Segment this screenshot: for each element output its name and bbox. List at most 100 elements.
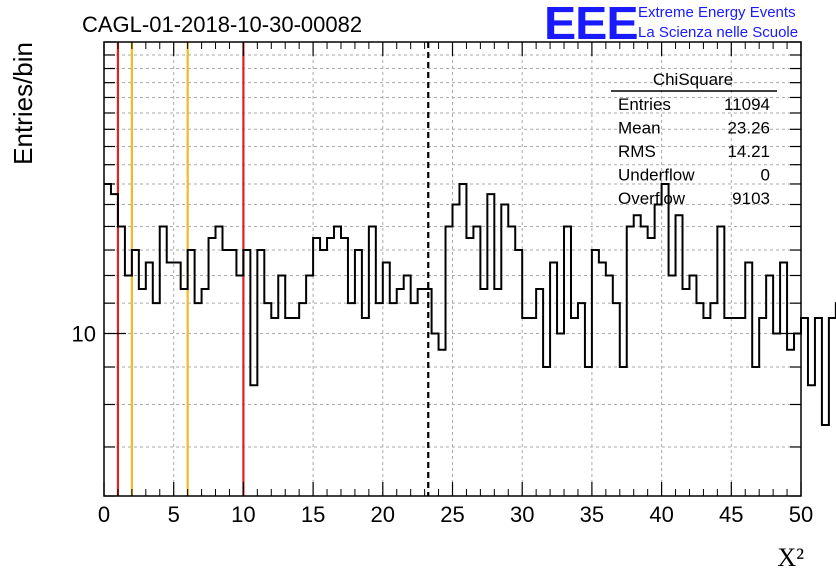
eee-logo-line1: Extreme Energy Events xyxy=(638,4,796,21)
histogram-bin xyxy=(696,303,703,496)
histogram-bin xyxy=(780,263,787,496)
stats-label: Overflow xyxy=(618,189,686,208)
histogram-bin xyxy=(557,333,564,496)
x-tick-label: 30 xyxy=(510,502,534,527)
x-tick-label: 45 xyxy=(719,502,743,527)
stats-label: Entries xyxy=(618,95,671,114)
x-tick-label: 20 xyxy=(371,502,395,527)
histogram-bin xyxy=(167,263,174,496)
histogram-bin xyxy=(278,275,285,496)
histogram-bin xyxy=(724,318,731,496)
x-tick-label: 50 xyxy=(789,502,813,527)
histogram-bin xyxy=(620,367,627,496)
histogram-bin xyxy=(418,289,425,496)
stats-box: ChiSquare Entries 11094 Mean 23.26 RMS 14.21 U… xyxy=(611,70,777,208)
histogram-bin xyxy=(376,303,383,496)
histogram-bin xyxy=(397,289,404,496)
histogram-bin xyxy=(794,333,801,496)
histogram-bin xyxy=(466,238,473,496)
histogram-bin xyxy=(815,318,822,496)
histogram-bin xyxy=(543,367,550,496)
histogram-bin xyxy=(703,318,710,496)
histogram-series xyxy=(104,182,836,496)
histogram-bin xyxy=(689,275,696,496)
histogram-bin xyxy=(710,303,717,496)
y-axis-label: Entries/bin xyxy=(8,42,38,165)
histogram-outline xyxy=(104,182,836,427)
stats-value: 23.26 xyxy=(727,119,770,138)
histogram-bin xyxy=(236,275,243,496)
histogram-bin xyxy=(822,425,829,496)
stats-label: RMS xyxy=(618,142,656,161)
histogram-bin xyxy=(522,318,529,496)
histogram-bin xyxy=(473,226,480,496)
histogram-bin xyxy=(487,194,494,496)
histogram-bin xyxy=(362,318,369,496)
histogram-bin xyxy=(766,275,773,496)
histogram-bin xyxy=(264,303,271,496)
histogram-bin xyxy=(271,318,278,496)
histogram-bin xyxy=(717,226,724,496)
histogram-bin xyxy=(257,250,264,496)
histogram-bin xyxy=(550,263,557,496)
histogram-bin xyxy=(634,215,641,496)
histogram-bin xyxy=(327,238,334,496)
histogram-bin xyxy=(369,226,376,496)
histogram-bin xyxy=(222,250,229,496)
eee-logo-line2: La Scienza nelle Scuole xyxy=(638,24,799,41)
histogram-bin xyxy=(459,184,466,496)
histogram-bin xyxy=(390,303,397,496)
histogram-bin xyxy=(745,263,752,496)
histogram-bin xyxy=(432,333,439,496)
histogram-bin xyxy=(585,367,592,496)
histogram-bin xyxy=(132,250,139,496)
histogram-bin xyxy=(808,385,815,496)
histogram-bin xyxy=(453,205,460,496)
histogram-bin xyxy=(111,194,118,496)
histogram-bin xyxy=(334,226,341,496)
histogram-bin xyxy=(216,226,223,496)
x-tick-label: 15 xyxy=(301,502,325,527)
stats-value: 9103 xyxy=(732,189,770,208)
histogram-bin xyxy=(320,250,327,496)
histogram-bin xyxy=(578,303,585,496)
histogram-bin xyxy=(738,318,745,496)
histogram-bin xyxy=(508,226,515,496)
histogram-bin xyxy=(174,263,181,496)
histogram-bin xyxy=(209,238,216,496)
x-tick-label: 35 xyxy=(580,502,604,527)
histogram-bin xyxy=(613,303,620,496)
histogram-bin xyxy=(139,289,146,496)
histogram-bin xyxy=(571,318,578,496)
histogram-bin xyxy=(404,275,411,496)
histogram-bin xyxy=(118,226,125,496)
chart-title: CAGL-01-2018-10-30-00082 xyxy=(82,12,362,37)
x-tick-label: 5 xyxy=(168,502,180,527)
stats-value: 11094 xyxy=(724,95,770,114)
histogram-bin xyxy=(529,318,536,496)
histogram-bin xyxy=(355,250,362,496)
histogram-bin xyxy=(446,226,453,496)
histogram-bin xyxy=(773,333,780,496)
stats-value: 0 xyxy=(761,166,770,185)
histogram-bin xyxy=(676,215,683,496)
histogram-bin xyxy=(292,318,299,496)
histogram-bin xyxy=(313,238,320,496)
stats-label: Mean xyxy=(618,119,661,138)
histogram-bin xyxy=(627,226,634,496)
histogram-bin xyxy=(250,385,257,496)
histogram-bin xyxy=(787,350,794,496)
histogram-bin xyxy=(153,303,160,496)
histogram-bin xyxy=(759,318,766,496)
histogram-bin xyxy=(829,318,836,496)
histogram-bin xyxy=(188,250,195,496)
histogram-bin xyxy=(306,275,313,496)
x-tick-label: 25 xyxy=(440,502,464,527)
stats-value: 14.21 xyxy=(727,142,770,161)
histogram-bin xyxy=(411,303,418,496)
histogram-bin xyxy=(564,226,571,496)
histogram-bin xyxy=(515,250,522,496)
histogram-bin xyxy=(160,226,167,496)
histogram-bin xyxy=(125,275,132,496)
histogram-bin xyxy=(285,318,292,496)
